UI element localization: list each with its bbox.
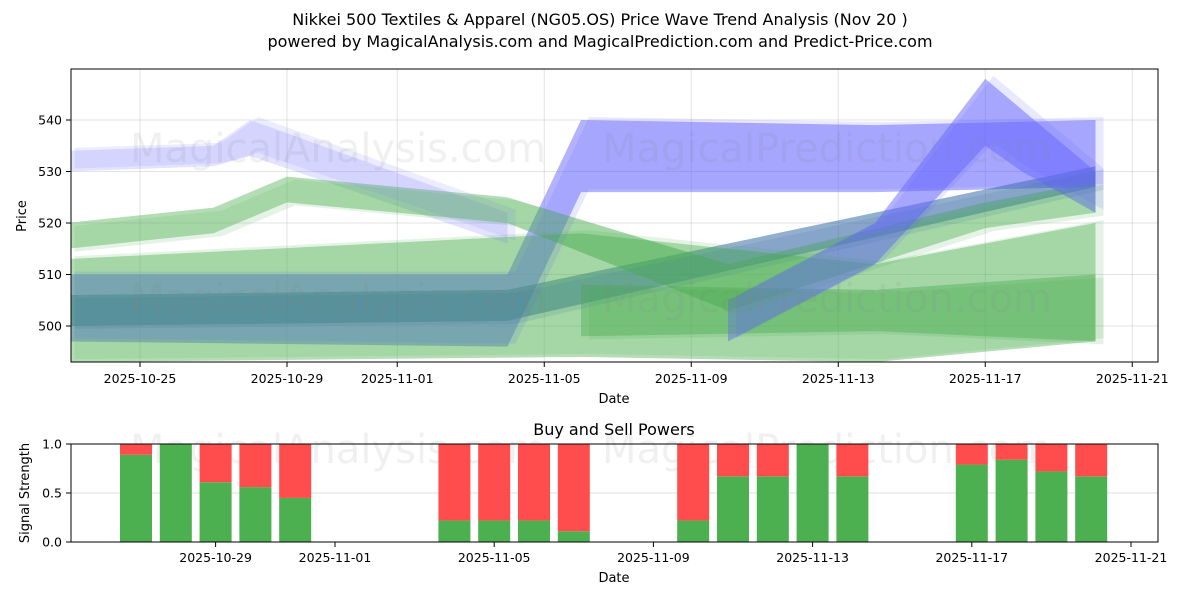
x-tick-label: 2025-10-29: [251, 371, 324, 386]
y-tick-label: 540: [38, 113, 62, 128]
sell-bar: [756, 444, 789, 477]
y-tick-label: 0.0: [42, 535, 62, 550]
x-tick-label: 2025-11-09: [655, 371, 728, 386]
chart-subtitle: powered by MagicalAnalysis.com and Magic…: [267, 32, 933, 51]
sell-bar: [557, 444, 590, 532]
buy-bar: [796, 444, 829, 542]
sell-bar: [677, 444, 710, 521]
x-tick-label: 2025-11-21: [1095, 550, 1168, 565]
green-wave-band: [71, 176, 1096, 311]
buy-bar: [478, 520, 511, 542]
y-tick-label: 520: [38, 216, 62, 231]
green-lower-band: [581, 274, 1096, 342]
buy-sell-bars: [120, 444, 1108, 542]
sell-bar: [836, 444, 869, 477]
buy-sell-chart: Buy and Sell Powers MagicalAnalysis.com …: [18, 420, 1167, 586]
x-tick-label: 2025-11-05: [508, 371, 581, 386]
blue-wave-peak: [728, 78, 1096, 342]
y-tick-label: 510: [38, 267, 62, 282]
buy-bar: [279, 497, 312, 542]
buy-bar: [995, 459, 1028, 542]
price-y-label: Price: [15, 200, 30, 232]
price-x-label: Date: [598, 392, 629, 407]
blue-dark-band: [71, 166, 1096, 326]
watermark: MagicalPrediction.com: [602, 276, 1052, 322]
buy-bar: [1035, 471, 1068, 542]
buy-bar: [677, 520, 710, 542]
buy-bar: [955, 464, 988, 542]
buy-bar: [1075, 476, 1108, 542]
buy-bar: [120, 454, 152, 542]
price-wave-bands: [71, 75, 1104, 362]
price-x-axis: 2025-10-25 2025-10-29 2025-11-01 2025-11-05…: [104, 362, 1169, 386]
light-blue-top-band-echo: [74, 117, 516, 241]
sell-bar: [717, 444, 749, 477]
sell-bar: [279, 444, 312, 498]
watermark: MagicalPrediction.com: [602, 126, 1052, 172]
buy-bar: [836, 476, 869, 542]
sell-bar: [438, 444, 471, 521]
x-tick-label: 2025-11-13: [776, 550, 849, 565]
green-wave-band-echo: [74, 179, 1104, 314]
watermark: MagicalAnalysis.com: [130, 276, 546, 322]
buy-bar: [199, 482, 232, 542]
blue-wave-peak-echo: [736, 75, 1104, 339]
green-wide-band-echo: [74, 220, 1104, 360]
buy-sell-x-axis: 2025-10-29 2025-11-01 2025-11-05 2025-11-09…: [179, 542, 1167, 565]
buy-sell-y-axis: 0.0 0.5 1.0: [42, 437, 71, 550]
sell-bar: [478, 444, 511, 521]
green-lower-band-echo: [589, 277, 1104, 345]
y-tick-label: 530: [38, 164, 62, 179]
sell-bar: [995, 444, 1028, 460]
watermark: MagicalAnalysis.com: [130, 427, 546, 473]
buy-bar: [239, 487, 272, 542]
sell-bar: [518, 444, 550, 521]
chart-title: Nikkei 500 Textiles & Apparel (NG05.OS) …: [292, 10, 908, 29]
buy-bar: [557, 531, 590, 542]
sell-bar: [1035, 444, 1068, 472]
price-y-axis: 500 510 520 530 540: [38, 113, 71, 334]
green-wide-band: [71, 223, 1096, 362]
price-chart-frame: [70, 68, 1159, 363]
x-tick-label: 2025-11-21: [1096, 371, 1169, 386]
x-tick-label: 2025-11-13: [802, 371, 875, 386]
y-tick-label: 1.0: [42, 437, 62, 452]
blue-wide-band: [71, 120, 1096, 347]
buy-bar: [438, 520, 471, 542]
x-tick-label: 2025-11-17: [949, 371, 1022, 386]
x-tick-label: 2025-11-17: [935, 550, 1008, 565]
sell-bar: [120, 444, 152, 455]
buy-bar: [518, 520, 550, 542]
sell-bar: [1075, 444, 1108, 477]
buy-sell-y-label: Signal Strength: [18, 443, 33, 543]
x-tick-label: 2025-11-05: [458, 550, 531, 565]
light-blue-top-band: [71, 120, 508, 244]
x-tick-label: 2025-10-25: [104, 371, 177, 386]
sell-bar: [199, 444, 232, 483]
blue-wide-band-echo: [74, 117, 1104, 344]
buy-sell-title: Buy and Sell Powers: [533, 420, 695, 439]
watermark: MagicalAnalysis.com: [130, 126, 546, 172]
sell-bar: [239, 444, 272, 488]
sell-bar: [955, 444, 988, 465]
price-chart: MagicalAnalysis.com MagicalPrediction.co…: [15, 68, 1169, 407]
y-tick-label: 0.5: [42, 486, 62, 501]
x-tick-label: 2025-10-29: [179, 550, 252, 565]
x-tick-label: 2025-11-01: [361, 371, 434, 386]
x-tick-label: 2025-11-01: [299, 550, 372, 565]
y-tick-label: 500: [38, 319, 62, 334]
blue-dark-band-echo: [74, 169, 1104, 329]
buy-bar: [717, 476, 749, 542]
buy-bar: [756, 476, 789, 542]
buy-sell-x-label: Date: [598, 571, 629, 586]
buy-bar: [159, 444, 192, 542]
x-tick-label: 2025-11-09: [617, 550, 690, 565]
